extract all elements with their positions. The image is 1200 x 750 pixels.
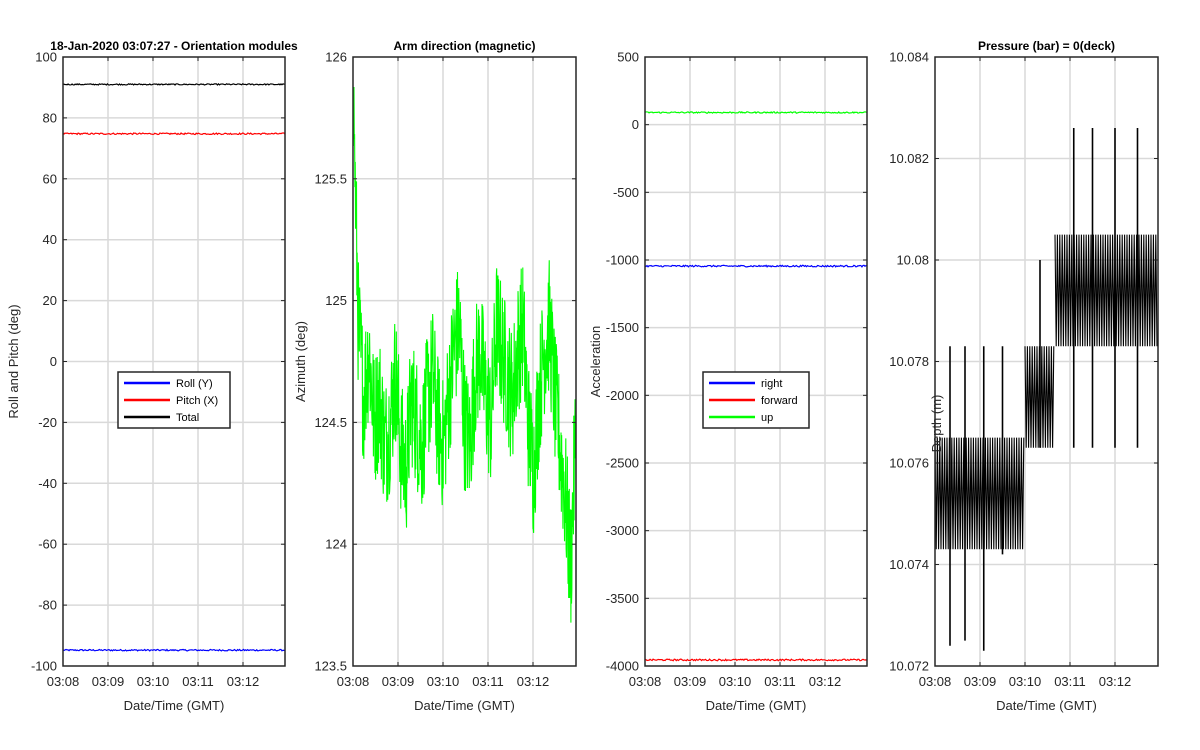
legend-entry: right [761,378,782,390]
y-tick-label: -100 [31,659,57,674]
y-tick-label: 60 [43,171,57,186]
y-tick-label: 500 [617,50,639,65]
series-total [63,82,285,86]
legend-entry: up [761,412,773,424]
x-tick-label: 03:12 [227,674,260,689]
y-tick-label: 10.08 [896,253,929,268]
y-tick-label: 20 [43,293,57,308]
y-tick-label: 40 [43,232,57,247]
x-tick-label: 03:10 [719,674,752,689]
y-axis-label: Roll and Pitch (deg) [6,304,21,418]
x-axis-label: Date/Time (GMT) [706,698,807,713]
y-tick-label: 0 [632,117,639,132]
y-tick-label: 124.5 [314,415,347,430]
x-tick-label: 03:09 [92,674,125,689]
y-tick-label: -40 [38,476,57,491]
x-tick-label: 03:09 [964,674,997,689]
legend-entry: forward [761,395,798,407]
y-tick-label: 80 [43,110,57,125]
x-tick-label: 03:12 [1099,674,1132,689]
y-tick-label: -3500 [606,591,639,606]
x-axis-label: Date/Time (GMT) [996,698,1097,713]
panel-3: -4000 -3500 -3000 -2500 -2000 -1500 -1000 -500 0… [588,50,868,713]
x-tick-label: 03:12 [517,674,550,689]
series-line-1-segment-3 [1054,234,1158,347]
panel-4: 10.072 10.074 10.076 10.078 10.08 10.082 10.08… [889,39,1159,713]
y-tick-label: 0 [50,354,57,369]
x-tick-label: 03:08 [629,674,662,689]
y-tick-label: 10.076 [889,456,929,471]
y-axis-label: Azimuth (deg) [293,321,308,402]
legend-entry: Pitch (X) [176,395,218,407]
y-tick-label: -1000 [606,253,639,268]
x-tick-label: 03:11 [182,674,214,689]
y-tick-label: 124 [325,537,347,552]
y-tick-label: 10.078 [889,354,929,369]
x-tick-label: 03:12 [809,674,842,689]
y-tick-label: 10.082 [889,151,929,166]
panel-title: Pressure (bar) = 0(deck) [978,39,1115,53]
y-tick-label: -4000 [606,659,639,674]
series-right [645,264,867,268]
plot-area [645,111,867,662]
x-tick-label: 03:08 [919,674,952,689]
y-tick-label: -20 [38,415,57,430]
axes-box [644,56,868,667]
panel-1: -100 -80 -60 -40 -20 0 20 40 60 80 100 03:08 03:09 03… [6,39,298,713]
x-tick-label: 03:11 [472,674,504,689]
y-tick-label: 126 [325,50,347,65]
y-axis-label: Acceleration [588,326,603,398]
series-pitch-x- [63,132,285,136]
y-tick-label: -3000 [606,523,639,538]
x-tick-label: 03:11 [764,674,796,689]
axes-box [352,56,577,667]
series-up [645,111,867,114]
x-axis-label: Date/Time (GMT) [124,698,225,713]
y-tick-label: -80 [38,598,57,613]
x-tick-label: 03:10 [137,674,170,689]
series-line-1 [353,87,576,623]
y-tick-label: 125.5 [314,171,347,186]
y-tick-label: 123.5 [314,659,347,674]
x-tick-label: 03:09 [674,674,707,689]
y-tick-label: -2000 [606,388,639,403]
y-axis-label: Depth (m) [929,395,944,453]
y-tick-label: -60 [38,537,57,552]
y-tick-label: -1500 [606,320,639,335]
plot-area [63,82,285,652]
plot-area [353,87,576,623]
y-tick-label: 125 [325,293,347,308]
panel-title: 18-Jan-2020 03:07:27 - Orientation modul… [50,39,298,53]
x-tick-label: 03:11 [1054,674,1086,689]
x-tick-label: 03:08 [337,674,370,689]
series-roll-y- [63,648,285,652]
y-tick-label: 10.074 [889,557,929,572]
x-tick-label: 03:09 [382,674,415,689]
y-tick-label: 10.084 [889,50,929,65]
legend: Roll (Y) Pitch (X) Total [117,371,231,429]
plot-area [935,128,1158,651]
legend-entry: Roll (Y) [176,378,213,390]
panel-2: 123.5 124 124.5 125 125.5 126 03:08 03:09 03:10 0… [293,39,577,713]
x-tick-label: 03:10 [427,674,460,689]
x-axis-label: Date/Time (GMT) [414,698,515,713]
x-tick-label: 03:10 [1009,674,1042,689]
y-tick-label: -500 [613,185,639,200]
panel-title: Arm direction (magnetic) [393,39,535,53]
legend: right forward up [702,371,810,429]
y-tick-label: -2500 [606,456,639,471]
legend-entry: Total [176,412,199,424]
y-tick-label: 100 [35,50,57,65]
x-tick-label: 03:08 [47,674,80,689]
series-forward [645,658,867,662]
y-tick-label: 10.072 [889,659,929,674]
